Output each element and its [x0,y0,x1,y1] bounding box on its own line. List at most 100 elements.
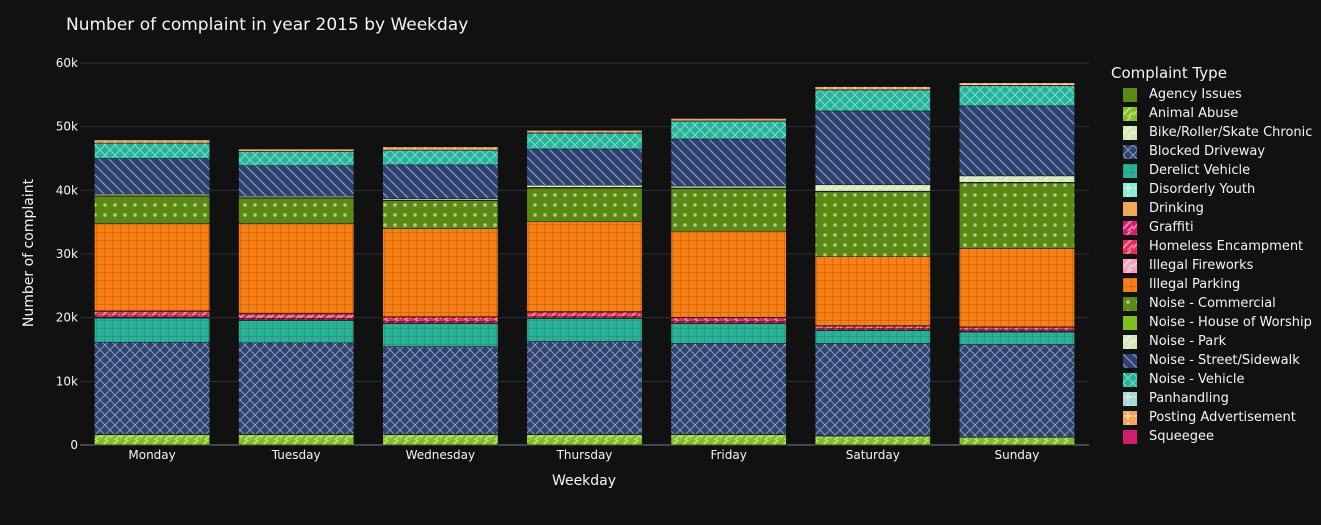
bar-segment[interactable] [526,318,643,342]
bar-segment[interactable] [526,187,643,222]
bar-segment[interactable] [670,120,787,140]
bar-segment[interactable] [814,325,931,329]
bar-segment[interactable] [238,148,355,152]
bar-segment[interactable] [670,118,787,122]
bar-segment[interactable] [526,434,643,446]
legend-item[interactable]: Panhandling [1111,389,1312,408]
legend: Complaint Type Agency Issues Animal Abuse… [1111,64,1312,446]
legend-item[interactable]: Noise - House of Worship [1111,313,1312,332]
bar-segment[interactable] [94,434,210,446]
bar-segment[interactable] [382,149,499,166]
bar-segment[interactable] [526,132,643,150]
bar-segment[interactable] [670,188,787,232]
legend-item[interactable]: Blocked Driveway [1111,142,1312,161]
bar-segment[interactable] [382,323,499,347]
bar-segment[interactable] [94,158,210,195]
bar-segment[interactable] [382,200,499,229]
bar-segment[interactable] [238,165,355,197]
bar-segment[interactable] [382,434,499,446]
bar-segment[interactable] [382,164,499,199]
bar-stack-thursday [526,130,643,446]
bar-segment[interactable] [382,228,499,317]
bar-segment[interactable] [959,105,1075,177]
legend-item[interactable]: Bike/Roller/Skate Chronic [1111,123,1312,142]
legend-item[interactable]: Noise - Street/Sidewalk [1111,351,1312,370]
bar-segment[interactable] [670,138,787,187]
bar-segment[interactable] [959,182,1075,249]
bar-segment[interactable] [959,331,1075,345]
bar-segment[interactable] [94,139,210,144]
bar-segment[interactable] [238,223,355,314]
bar-segment[interactable] [670,434,787,446]
legend-item[interactable]: Noise - Commercial [1111,294,1312,313]
bar-segment[interactable] [670,231,787,318]
y-tick-label: 50k [56,120,78,134]
legend-item[interactable]: Drinking [1111,199,1312,218]
legend-item[interactable]: Agency Issues [1111,85,1312,104]
bar-segment[interactable] [94,196,210,224]
bar-segment[interactable] [959,85,1075,107]
bar-segment[interactable] [670,185,787,189]
bar-segment[interactable] [94,311,210,317]
bar-stack-tuesday [238,148,355,446]
bar-segment[interactable] [670,317,787,322]
legend-label: Noise - Commercial [1149,296,1276,311]
bar-segment[interactable] [382,316,499,322]
bar-segment[interactable] [814,89,931,112]
bar-segment[interactable] [814,343,931,437]
bar-segment[interactable] [814,86,931,90]
bar-segment[interactable] [814,110,931,186]
legend-label: Drinking [1149,201,1204,216]
legend-item[interactable]: Homeless Encampment [1111,237,1312,256]
bar-segment[interactable] [959,82,1075,86]
bar-segment[interactable] [238,151,355,166]
legend-item[interactable]: Disorderly Youth [1111,180,1312,199]
bar-segment[interactable] [94,317,210,343]
bar-segment[interactable] [814,184,931,192]
legend-item[interactable]: Animal Abuse [1111,104,1312,123]
legend-label: Homeless Encampment [1149,239,1304,254]
legend-item[interactable]: Derelict Vehicle [1111,161,1312,180]
legend-label: Noise - Street/Sidewalk [1149,353,1300,368]
bar-segment[interactable] [814,435,931,446]
bar-segment[interactable] [94,223,210,312]
bar-segment[interactable] [238,342,355,435]
legend-item[interactable]: Squeegee [1111,427,1312,446]
legend-item[interactable]: Posting Advertisement [1111,408,1312,427]
bar-segment[interactable] [526,311,643,317]
bar-segment[interactable] [959,344,1075,438]
bar-segment[interactable] [238,434,355,446]
bar-segment[interactable] [526,148,643,186]
x-tick-label: Wednesday [406,448,475,462]
bar-segment[interactable] [238,197,355,224]
bar-segment[interactable] [238,313,355,319]
bar-segment[interactable] [959,175,1075,183]
bar-segment[interactable] [382,146,499,151]
legend-item[interactable]: Illegal Fireworks [1111,256,1312,275]
legend-swatch [1123,410,1137,425]
bar-segment[interactable] [814,256,931,326]
legend-swatch [1123,182,1137,197]
bar-segment[interactable] [94,341,210,435]
x-axis-title: Weekday [552,473,616,489]
bar-segment[interactable] [526,221,643,312]
bar-segment[interactable] [238,320,355,344]
bar-segment[interactable] [526,184,643,188]
bar-segment[interactable] [814,330,931,344]
bar-segment[interactable] [382,346,499,435]
bar-segment[interactable] [959,437,1075,446]
bar-segment[interactable] [526,130,643,134]
bar-segment[interactable] [959,248,1075,328]
bar-segment[interactable] [814,191,931,257]
legend-item[interactable]: Noise - Vehicle [1111,370,1312,389]
bar-segment[interactable] [670,323,787,344]
legend-item[interactable]: Noise - Park [1111,332,1312,351]
bar-segment[interactable] [959,327,1075,331]
bar-segment[interactable] [94,142,210,159]
legend-label: Noise - Vehicle [1149,372,1245,387]
legend-item[interactable]: Illegal Parking [1111,275,1312,294]
bar-segment[interactable] [526,341,643,435]
bar-segment[interactable] [670,343,787,435]
legend-item[interactable]: Graffiti [1111,218,1312,237]
